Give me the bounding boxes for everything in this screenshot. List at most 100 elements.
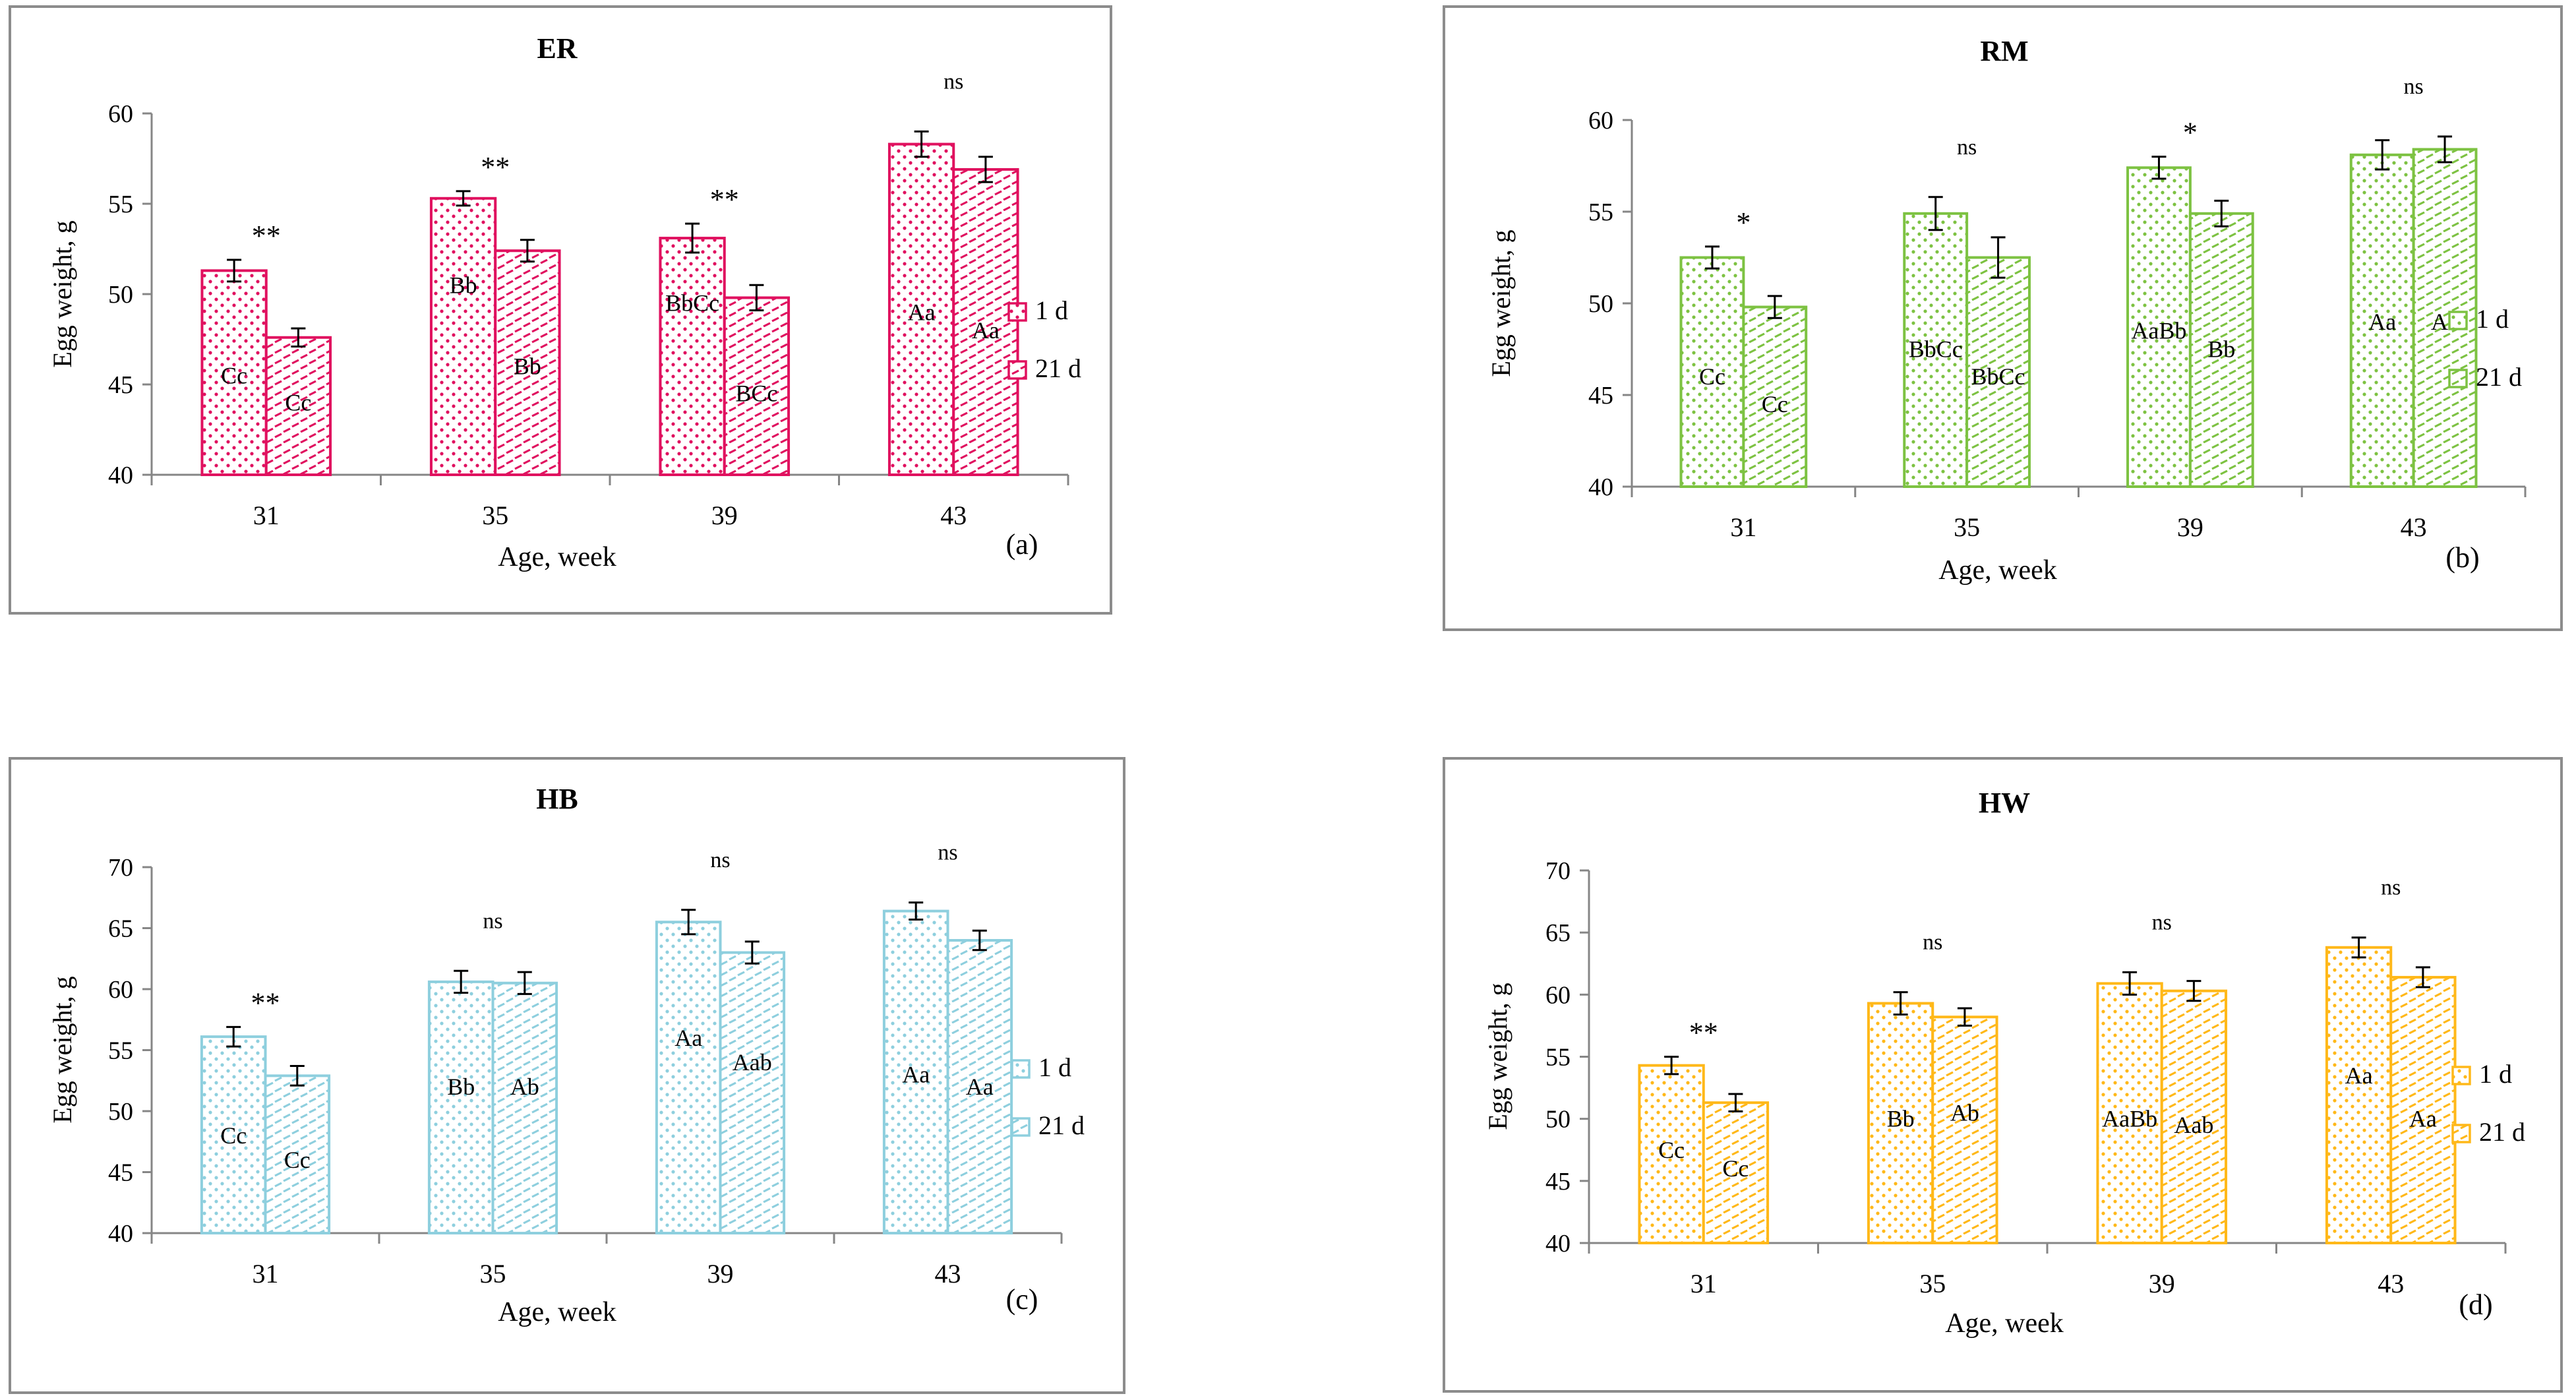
x-tick-label: 31 [253, 501, 280, 530]
bar-1d-39 [659, 237, 726, 476]
bar-letter: Cc [285, 389, 311, 415]
legend-label: 21 d [2476, 362, 2522, 392]
bar-21d-39 [2188, 212, 2254, 488]
y-tick-label: 50 [108, 281, 133, 309]
legend-swatch-21d [2448, 369, 2468, 388]
legend-label: 1 d [2479, 1059, 2512, 1089]
legend-swatch-1d [2451, 1066, 2471, 1085]
legend-label: 1 d [2476, 304, 2509, 334]
chart-title: HB [536, 783, 578, 815]
chart-panel-hb: 40 45 50 55 60 65 70 31 Cc Cc ** 35 Bb Ab ns 39 Aa Aab ns 4… [9, 757, 1125, 1394]
bar-letter: Bb [450, 272, 477, 298]
x-axis-label: Age, week [1945, 1308, 2064, 1339]
bar-1d-35 [429, 197, 497, 476]
bar-letter: BbCc [665, 290, 719, 317]
bar-1d-43 [2325, 946, 2393, 1245]
chart-frame [1443, 757, 2563, 1393]
bar-1d-43 [2349, 153, 2415, 488]
bar-letter: Cc [1762, 391, 1788, 417]
panel-label: (b) [2445, 541, 2479, 574]
bar-21d-43 [2389, 975, 2457, 1244]
bar-letter: Cc [1658, 1137, 1685, 1163]
y-tick-label: 65 [1545, 919, 1571, 947]
y-axis-label: Egg weight, g [1486, 229, 1516, 377]
significance-marker: ns [1923, 930, 1942, 955]
y-tick-label: 55 [1545, 1044, 1571, 1072]
x-tick-label: 39 [2177, 512, 2203, 542]
x-axis-label: Age, week [498, 1297, 616, 1327]
bar-letter: Aa [902, 1062, 930, 1088]
significance-marker: ns [2404, 75, 2424, 99]
bar-letter: AaBb [2102, 1106, 2157, 1132]
legend-label: 21 d [1038, 1110, 1085, 1140]
y-tick-label: 40 [108, 1220, 133, 1248]
bar-21d-39 [2160, 989, 2228, 1245]
bar-letter: Aa [908, 299, 936, 325]
bar-21d-31 [1702, 1101, 1770, 1245]
significance-marker: ns [710, 848, 730, 872]
y-tick-label: 70 [108, 854, 133, 882]
bar-letter: Aa [972, 317, 1000, 344]
significance-marker: * [1736, 206, 1751, 239]
y-tick-label: 70 [1545, 857, 1571, 885]
bar-21d-43 [952, 167, 1019, 476]
x-tick-label: 43 [940, 501, 967, 530]
significance-marker: ** [481, 151, 510, 183]
significance-marker: ** [1689, 1017, 1718, 1049]
y-tick-label: 40 [1545, 1230, 1571, 1258]
bar-letter: Cc [221, 362, 247, 388]
y-tick-label: 45 [1545, 1168, 1571, 1196]
y-axis-label: Egg weight, g [1483, 983, 1513, 1130]
chart-title: HW [1979, 787, 2030, 819]
y-axis-label: Egg weight, g [47, 976, 77, 1123]
significance-marker: ns [2152, 910, 2172, 934]
significance-marker: ns [1957, 135, 1977, 160]
legend-swatch-21d [1007, 360, 1027, 380]
bar-21d-35 [1931, 1016, 1998, 1244]
bar-21d-31 [264, 1074, 331, 1234]
bar-letter: Cc [220, 1122, 247, 1149]
significance-marker: ns [938, 841, 957, 865]
y-tick-label: 50 [1588, 290, 1613, 318]
bar-letter: Aab [2174, 1112, 2213, 1138]
legend-swatch-1d [1007, 302, 1027, 322]
bar-letter: Cc [1699, 363, 1725, 390]
bar-21d-43 [946, 939, 1013, 1234]
legend-label: 1 d [1035, 295, 1068, 325]
x-tick-label: 35 [1919, 1269, 1946, 1298]
bar-letter: Cc [284, 1147, 311, 1173]
bar-letter: Ab [510, 1074, 539, 1100]
bar-letter: Bb [2207, 336, 2235, 363]
significance-marker: ns [2381, 876, 2401, 900]
y-tick-label: 55 [108, 191, 133, 218]
bar-letter: Ab [1950, 1099, 1979, 1126]
bar-1d-39 [655, 921, 722, 1234]
significance-marker: ** [710, 183, 739, 216]
legend-swatch-21d [1011, 1117, 1031, 1137]
x-tick-label: 39 [2149, 1269, 2175, 1298]
bar-letter: Bb [1887, 1106, 1915, 1132]
x-axis-label: Age, week [498, 542, 616, 572]
y-tick-label: 65 [108, 915, 133, 943]
y-tick-label: 45 [108, 371, 133, 399]
bar-letter: BbCc [1909, 336, 1963, 363]
bar-21d-35 [491, 981, 558, 1234]
x-tick-label: 31 [1730, 512, 1756, 542]
bar-letter: Aab [733, 1049, 772, 1076]
y-tick-label: 50 [1545, 1106, 1571, 1134]
x-tick-label: 35 [1954, 512, 1980, 542]
y-tick-label: 45 [108, 1159, 133, 1187]
panel-label: (a) [1006, 528, 1038, 561]
significance-marker: ns [483, 909, 502, 933]
x-tick-label: 35 [480, 1259, 506, 1289]
x-tick-label: 31 [1691, 1269, 1717, 1298]
bar-1d-31 [200, 269, 268, 476]
significance-marker: ** [252, 220, 281, 252]
chart-frame [9, 5, 1112, 615]
y-tick-label: 40 [1588, 473, 1613, 501]
y-tick-label: 60 [1588, 107, 1613, 135]
legend-swatch-1d [2448, 311, 2468, 330]
bar-letter: Aa [2345, 1062, 2373, 1089]
x-tick-label: 43 [2378, 1269, 2404, 1298]
